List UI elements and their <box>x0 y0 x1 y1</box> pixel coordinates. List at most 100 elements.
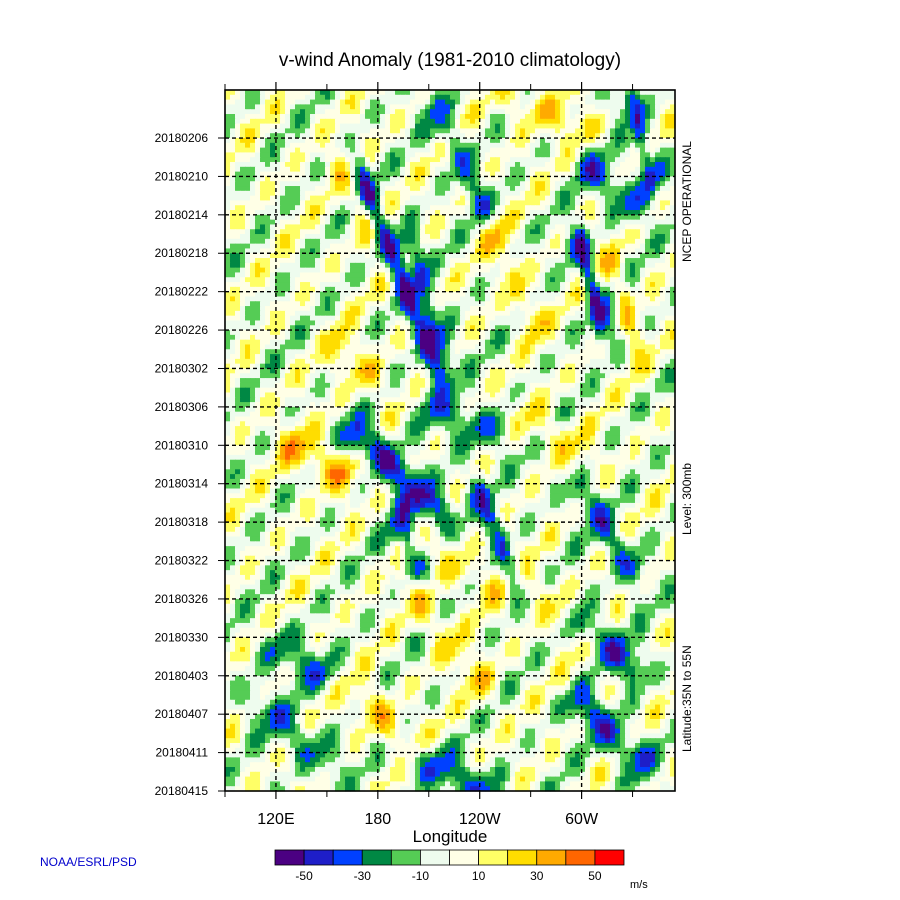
heatmap-cell <box>325 195 331 202</box>
heatmap-cell <box>545 296 551 302</box>
heatmap-cell <box>400 104 406 110</box>
heatmap-cell <box>430 123 436 130</box>
heatmap-cell <box>425 214 431 221</box>
heatmap-cell <box>290 157 296 163</box>
heatmap-cell <box>655 157 661 163</box>
heatmap-cell <box>600 286 606 293</box>
heatmap-cell <box>285 195 291 202</box>
heatmap-cell <box>490 114 496 120</box>
heatmap-cell <box>360 325 366 331</box>
heatmap-cell <box>310 133 316 139</box>
heatmap-cell <box>290 296 296 302</box>
heatmap-cell <box>645 229 651 235</box>
heatmap-cell <box>615 229 621 235</box>
heatmap-cell <box>500 267 506 274</box>
heatmap-cell <box>315 291 321 298</box>
heatmap-cell <box>290 262 296 269</box>
heatmap-cell <box>500 291 506 298</box>
heatmap-cell <box>650 219 656 226</box>
heatmap-cell <box>665 334 671 341</box>
heatmap-cell <box>480 286 486 293</box>
heatmap-cell <box>250 200 256 206</box>
heatmap-cell <box>435 296 441 302</box>
heatmap-cell <box>530 291 536 298</box>
heatmap-cell <box>480 166 486 173</box>
heatmap-cell <box>465 291 471 298</box>
heatmap-cell <box>230 296 236 302</box>
heatmap-cell <box>470 320 476 326</box>
heatmap-cell <box>500 310 506 317</box>
heatmap-cell <box>450 243 456 250</box>
heatmap-cell <box>650 138 656 144</box>
heatmap-cell <box>330 248 336 254</box>
heatmap-cell <box>440 306 446 312</box>
heatmap-cell <box>640 253 646 259</box>
heatmap-cell <box>380 243 386 250</box>
heatmap-cell <box>535 253 541 259</box>
heatmap-cell <box>240 171 246 178</box>
heatmap-cell <box>450 320 456 326</box>
heatmap-cell <box>465 123 471 130</box>
heatmap-cell <box>320 176 326 182</box>
heatmap-cell <box>600 171 606 178</box>
heatmap-cell <box>470 133 476 139</box>
heatmap-cell <box>285 114 291 120</box>
heatmap-cell <box>390 325 396 331</box>
heatmap-cell <box>435 344 441 350</box>
heatmap-cell <box>645 258 651 264</box>
heatmap-cell <box>615 152 621 158</box>
heatmap-cell <box>400 310 406 317</box>
heatmap-cell <box>340 200 346 206</box>
heatmap-cell <box>275 176 281 182</box>
heatmap-cell <box>535 224 541 230</box>
heatmap-cell <box>585 152 591 158</box>
heatmap-cell <box>510 349 516 355</box>
heatmap-cell <box>340 162 346 168</box>
heatmap-cell <box>570 258 576 264</box>
heatmap-cell <box>395 90 401 96</box>
heatmap-cell <box>265 320 271 326</box>
heatmap-cell <box>380 224 386 230</box>
heatmap-cell <box>585 306 591 312</box>
heatmap-cell <box>420 330 426 336</box>
heatmap-cell <box>420 147 426 154</box>
heatmap-cell <box>380 349 386 355</box>
heatmap-cell <box>625 248 631 254</box>
heatmap-cell <box>490 186 496 192</box>
heatmap-cell <box>305 195 311 202</box>
heatmap-cell <box>530 109 536 115</box>
heatmap-cell <box>525 214 531 221</box>
heatmap-cell <box>330 243 336 250</box>
heatmap-cell <box>580 94 586 101</box>
heatmap-cell <box>395 349 401 355</box>
heatmap-cell <box>420 118 426 125</box>
heatmap-cell <box>350 176 356 182</box>
heatmap-cell <box>430 152 436 158</box>
heatmap-cell <box>580 229 586 235</box>
heatmap-cell <box>500 253 506 259</box>
heatmap-cell <box>310 128 316 134</box>
heatmap-cell <box>260 133 266 139</box>
heatmap-cell <box>655 114 661 120</box>
heatmap-cell <box>235 142 241 149</box>
heatmap-cell <box>405 234 411 240</box>
heatmap-cell <box>395 118 401 125</box>
heatmap-cell <box>660 171 666 178</box>
heatmap-cell <box>475 310 481 317</box>
heatmap-cell <box>260 214 266 221</box>
heatmap-cell <box>385 330 391 336</box>
heatmap-cell <box>595 94 601 101</box>
heatmap-cell <box>385 339 391 346</box>
heatmap-cell <box>645 118 651 125</box>
heatmap-cell <box>410 90 416 96</box>
heatmap-cell <box>520 205 526 211</box>
heatmap-cell <box>465 248 471 254</box>
heatmap-cell <box>635 277 641 283</box>
heatmap-cell <box>650 99 656 105</box>
heatmap-cell <box>505 253 511 259</box>
heatmap-cell <box>380 166 386 173</box>
heatmap-cell <box>405 166 411 173</box>
heatmap-cell <box>240 229 246 235</box>
heatmap-cell <box>480 94 486 101</box>
heatmap-cell <box>660 176 666 182</box>
